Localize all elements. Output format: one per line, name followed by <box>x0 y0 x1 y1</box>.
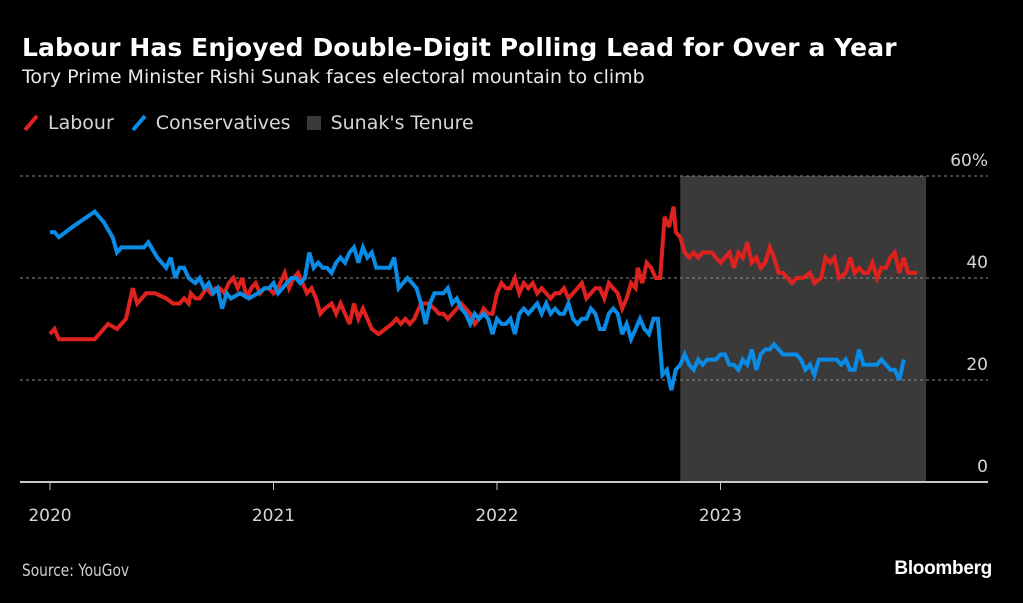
legend-box-icon-sunak-tenure <box>306 116 321 130</box>
x-tick-label-2021: 2021 <box>252 506 295 526</box>
x-tick-label-2020: 2020 <box>28 506 71 526</box>
legend-label-labour: Labour <box>48 112 114 134</box>
y-tick-label-20: 20 <box>966 355 988 375</box>
y-tick-label-40: 40 <box>966 253 988 273</box>
x-tick-label-2022: 2022 <box>475 506 518 526</box>
series-line-labour <box>48 206 918 342</box>
legend-line-icon-conservatives <box>131 114 147 132</box>
legend-line-icon-labour <box>23 114 39 132</box>
y-tick-label-60: 60% <box>950 151 988 171</box>
legend: Labour Conservatives Sunak's Tenure <box>22 112 490 134</box>
chart-subtitle: Tory Prime Minister Rishi Sunak faces el… <box>22 66 645 88</box>
series-line-conservatives <box>50 209 906 391</box>
sunak-tenure-shade <box>680 176 927 482</box>
legend-item-sunak-tenure: Sunak's Tenure <box>306 112 474 134</box>
bloomberg-logo: Bloomberg <box>894 558 992 579</box>
legend-item-conservatives: Conservatives <box>130 112 291 134</box>
chart-title: Labour Has Enjoyed Double-Digit Polling … <box>22 33 897 62</box>
y-tick-label-0: 0 <box>977 457 988 477</box>
legend-item-labour: Labour <box>22 112 114 134</box>
source-note: Source: YouGov <box>22 561 130 581</box>
legend-label-sunak-tenure: Sunak's Tenure <box>330 112 474 134</box>
legend-label-conservatives: Conservatives <box>155 112 291 134</box>
x-tick-label-2023: 2023 <box>699 506 742 526</box>
